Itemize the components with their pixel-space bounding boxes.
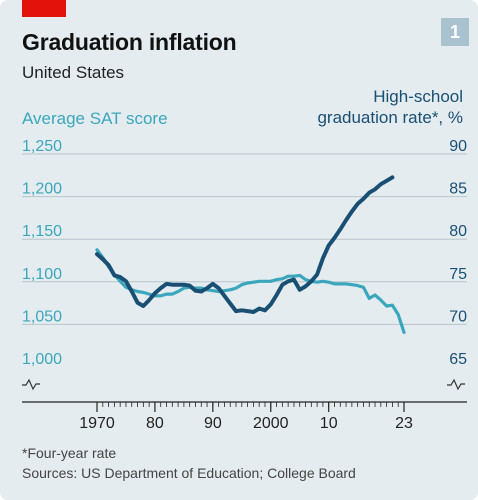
chart-title: Graduation inflation [22,29,237,55]
footnote: *Four-year rate [22,445,117,461]
x-tick-label: 2000 [253,415,289,432]
right-tick-label: 90 [449,138,467,155]
x-tick-label: 90 [204,415,222,432]
x-tick-label: 23 [395,415,413,432]
left-tick-label: 1,100 [22,266,62,283]
x-tick-label: 80 [146,415,164,432]
right-tick-label: 65 [449,351,467,368]
brand-red-tag [22,0,66,17]
axis-break-right [447,378,465,391]
left-tick-label: 1,050 [22,308,62,325]
right-tick-label: 75 [449,266,467,283]
left-axis-label: Average SAT score [22,109,168,128]
right-tick-label: 85 [449,181,467,198]
sat-score-line [95,248,406,334]
right-tick-label: 80 [449,223,467,240]
chart-number-badge: 1 [441,18,469,46]
left-tick-label: 1,250 [22,138,62,155]
left-tick-label: 1,000 [22,351,62,368]
right-tick-label: 70 [449,308,467,325]
right-axis-label: High-school graduation rate*, % [263,86,463,128]
source-note: Sources: US Department of Education; Col… [22,465,356,481]
x-tick-label: 1970 [79,415,115,432]
x-tick-label: 10 [320,415,338,432]
graduation-rate-line [95,175,395,314]
left-tick-label: 1,150 [22,223,62,240]
chart-subtitle: United States [22,63,125,82]
right-axis-label-line2: graduation rate*, % [317,108,463,127]
left-tick-label: 1,200 [22,181,62,198]
line-chart: 1,250 90 1,200 85 1,150 80 1,100 75 1,050 70 1,000… [22,138,467,432]
right-axis-label-line1: High-school [373,87,463,106]
axis-break-left [22,378,40,391]
